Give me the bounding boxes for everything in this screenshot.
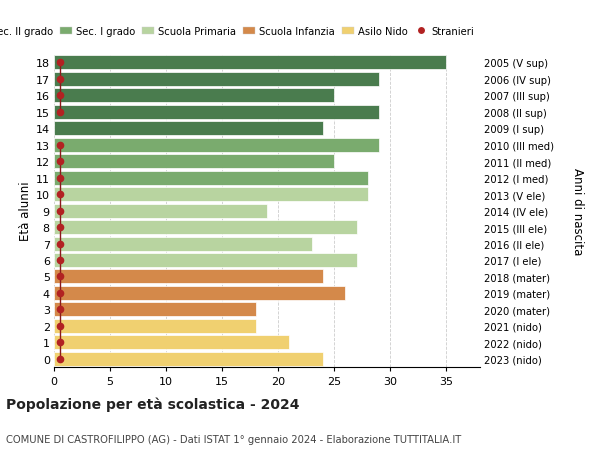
Bar xyxy=(54,106,379,119)
Bar xyxy=(54,204,267,218)
Bar xyxy=(54,253,356,268)
Bar xyxy=(54,303,256,317)
Bar xyxy=(54,286,346,300)
Bar xyxy=(54,319,256,333)
Bar xyxy=(54,188,368,202)
Bar xyxy=(54,122,323,136)
Bar xyxy=(54,89,334,103)
Bar xyxy=(54,73,379,87)
Bar xyxy=(54,155,334,169)
Legend: Sec. II grado, Sec. I grado, Scuola Primaria, Scuola Infanzia, Asilo Nido, Stran: Sec. II grado, Sec. I grado, Scuola Prim… xyxy=(0,22,478,40)
Y-axis label: Età alunni: Età alunni xyxy=(19,181,32,241)
Bar xyxy=(54,352,323,366)
Bar xyxy=(54,336,289,350)
Bar xyxy=(54,56,446,70)
Bar xyxy=(54,221,356,235)
Y-axis label: Anni di nascita: Anni di nascita xyxy=(571,168,584,255)
Bar xyxy=(54,270,323,284)
Bar xyxy=(54,139,379,152)
Bar xyxy=(54,171,368,185)
Text: COMUNE DI CASTROFILIPPO (AG) - Dati ISTAT 1° gennaio 2024 - Elaborazione TUTTITA: COMUNE DI CASTROFILIPPO (AG) - Dati ISTA… xyxy=(6,434,461,444)
Bar xyxy=(54,237,312,251)
Text: Popolazione per età scolastica - 2024: Popolazione per età scolastica - 2024 xyxy=(6,396,299,411)
